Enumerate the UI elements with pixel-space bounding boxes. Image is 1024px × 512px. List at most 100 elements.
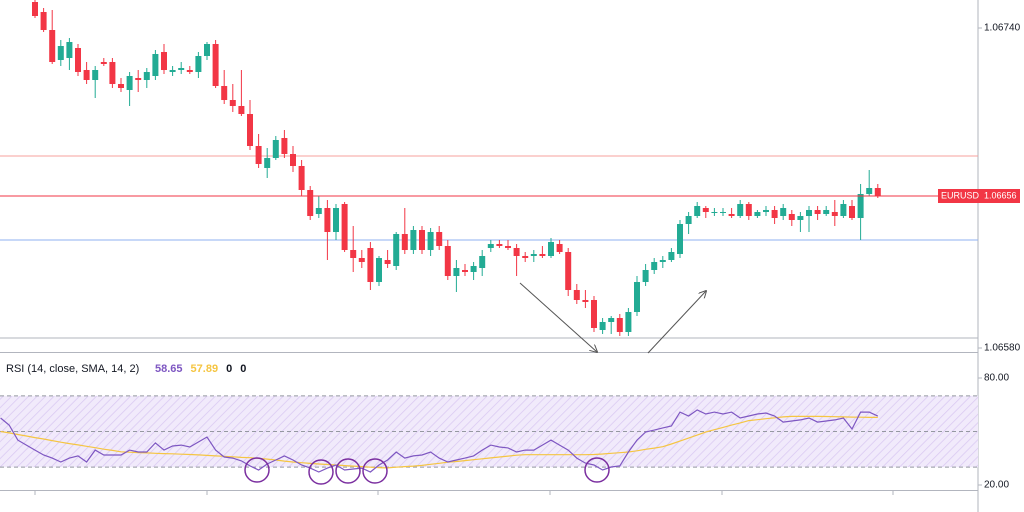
candle-body <box>651 262 658 270</box>
candle-body <box>771 210 778 218</box>
candle-body <box>608 318 615 322</box>
candle-body <box>92 70 99 80</box>
rsi-band <box>0 395 978 468</box>
header-value: 57.89 <box>191 363 219 375</box>
candle-body <box>238 106 245 114</box>
circle <box>335 458 361 484</box>
candle-body <box>694 206 701 216</box>
candle-body <box>840 204 847 216</box>
candle-body <box>677 224 683 254</box>
candle-body <box>32 1 38 16</box>
candle-body <box>745 204 752 216</box>
circles <box>244 457 610 485</box>
candle-body <box>255 146 262 164</box>
candle-body <box>126 76 133 90</box>
candle-body <box>298 166 305 190</box>
candle-body <box>823 210 830 214</box>
arrow <box>647 291 706 354</box>
candle-body <box>75 48 81 72</box>
candle-body <box>169 70 176 72</box>
candle-body <box>49 30 56 62</box>
price-tag <box>938 189 1020 203</box>
candle-body <box>307 190 314 216</box>
candle-body <box>522 256 529 258</box>
candle-body <box>453 268 460 276</box>
circle <box>584 457 610 483</box>
candle-body <box>616 318 623 332</box>
candle-body <box>419 230 425 250</box>
candle-body <box>711 212 718 213</box>
candle-body <box>737 204 744 216</box>
rsi-line <box>0 415 878 469</box>
candle-body <box>444 246 451 276</box>
candle-body <box>685 216 692 224</box>
candle-body <box>754 212 761 216</box>
candle-body <box>427 232 434 250</box>
candle-body <box>470 266 477 272</box>
candle-body <box>487 244 494 248</box>
candle-body <box>591 300 597 328</box>
candle-body <box>178 68 185 70</box>
candle-body <box>118 84 124 88</box>
y-tick-label: 20.00 <box>984 480 1009 491</box>
candle-body <box>324 208 331 232</box>
candle-body <box>573 290 580 300</box>
rsi-line <box>0 409 879 473</box>
candle-body <box>831 212 838 216</box>
price-pane <box>0 0 978 339</box>
candle-body <box>625 312 632 332</box>
candle-body <box>668 252 675 260</box>
candle-body <box>814 210 821 214</box>
candle-body <box>849 206 855 218</box>
candle-body <box>40 12 47 30</box>
candle-body <box>797 216 804 220</box>
candle-body <box>702 208 709 212</box>
candle-body <box>212 44 219 86</box>
candle-body <box>229 100 236 106</box>
candle-body <box>376 258 382 282</box>
candle-body <box>66 42 73 58</box>
candle-body <box>143 72 150 80</box>
candle-body <box>866 188 873 194</box>
candle-body <box>109 62 116 84</box>
candle-body <box>204 44 210 56</box>
candle-body <box>350 250 357 258</box>
candle-body <box>281 138 288 154</box>
candle-body <box>221 86 228 100</box>
candle-body <box>642 270 649 282</box>
candle-body <box>659 260 666 262</box>
candle-body <box>728 214 735 216</box>
candle-body <box>135 78 142 80</box>
candle-body <box>83 70 90 80</box>
candle-body <box>556 244 563 252</box>
candle-body <box>539 254 546 256</box>
candle-body <box>100 62 107 64</box>
candle-body <box>290 154 296 166</box>
candle-body <box>548 242 554 256</box>
candle-body <box>806 210 812 216</box>
candle-body <box>401 234 408 250</box>
candle-body <box>788 214 795 220</box>
candle-body <box>152 54 159 76</box>
rsi-title: RSI (14, close, SMA, 14, 2) <box>6 363 139 375</box>
last-price-label: 1.06656 <box>984 190 1017 200</box>
header-value: 0 <box>240 363 246 375</box>
header-value: 58.65 <box>155 363 183 375</box>
candle-body <box>358 258 365 262</box>
circle <box>362 458 388 484</box>
candle-body <box>582 300 589 302</box>
y-tick-label: 80.00 <box>984 373 1009 384</box>
symbol-label: EURUSD <box>941 190 980 200</box>
candle-body <box>247 114 253 146</box>
candle-body <box>720 212 726 213</box>
annotations <box>519 282 706 354</box>
candle-body <box>272 140 279 158</box>
candle-body <box>857 194 864 218</box>
candle-body <box>479 256 486 268</box>
candle-body <box>780 208 787 216</box>
candle-body <box>264 158 271 168</box>
rsi-pane <box>0 395 978 473</box>
candle-body <box>763 210 769 212</box>
y-tick-label: 1.06740 <box>984 23 1021 34</box>
